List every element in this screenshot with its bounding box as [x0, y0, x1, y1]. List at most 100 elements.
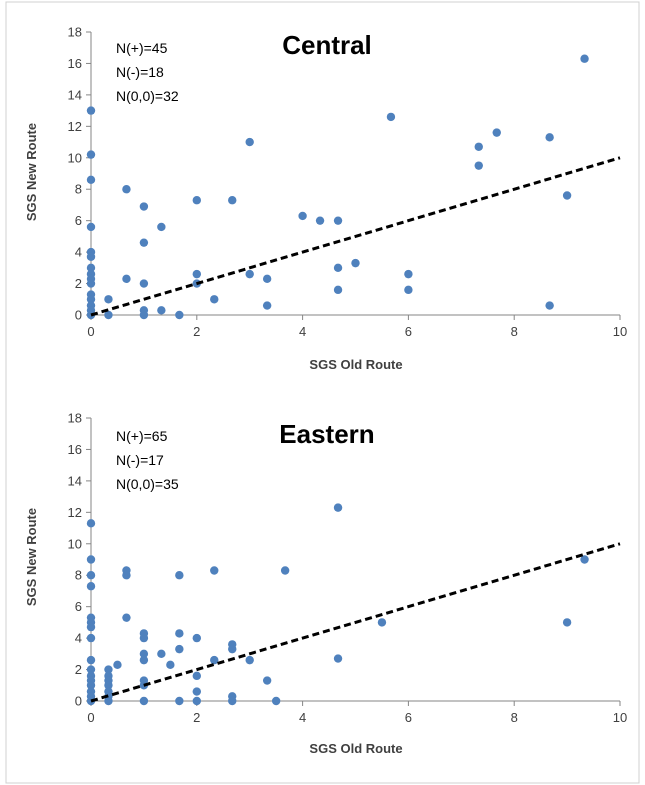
eastern-x-tick-label: 6	[405, 710, 412, 725]
central-data-point	[157, 306, 166, 315]
eastern-y-tick-label: 6	[75, 599, 82, 614]
central-data-point	[333, 216, 343, 225]
eastern-data-point	[157, 649, 166, 659]
central-y-tick-label: 14	[68, 87, 82, 102]
central-data-point	[474, 142, 483, 151]
eastern-data-point	[139, 696, 149, 706]
eastern-data-point	[86, 665, 96, 674]
central-x-tick-label: 2	[193, 324, 200, 339]
central-data-point	[580, 54, 589, 63]
eastern-data-point	[175, 696, 184, 706]
eastern-data-point	[175, 644, 184, 654]
central-data-point	[192, 196, 201, 205]
central-x-tick-label: 4	[299, 324, 306, 339]
central-annotation-negative: N(-)=18	[116, 64, 164, 80]
central-data-point	[157, 222, 166, 232]
eastern-y-tick-label: 18	[68, 411, 82, 426]
central-x-axis-title: SGS Old Route	[309, 357, 402, 372]
eastern-data-point	[210, 566, 219, 575]
central-data-point	[545, 133, 554, 142]
central-data-point	[139, 279, 149, 288]
central-data-point	[86, 252, 96, 262]
eastern-data-point	[580, 555, 589, 564]
eastern-data-point	[86, 519, 96, 528]
eastern-y-tick-label: 0	[75, 694, 82, 709]
central-panel: 0 2 4 6 8 10 12 14 16 18 0 2 4 6 8 10 N(+)=45 N(-)=18 N…	[24, 25, 627, 373]
central-data-point	[545, 301, 554, 310]
central-data-point	[139, 238, 149, 247]
central-x-tick-label: 8	[511, 324, 518, 339]
central-y-tick-label: 0	[75, 308, 82, 323]
eastern-data-point	[228, 644, 237, 654]
eastern-data-point	[104, 665, 113, 674]
eastern-data-point	[122, 613, 131, 622]
central-data-point	[86, 222, 96, 232]
eastern-x-axis-title: SGS Old Route	[309, 741, 402, 756]
eastern-data-point	[139, 655, 149, 665]
eastern-y-tick-label: 8	[75, 568, 82, 583]
eastern-data-point	[86, 571, 96, 580]
eastern-data-point	[192, 633, 201, 643]
central-data-point	[404, 285, 413, 295]
eastern-data-point	[192, 696, 201, 706]
eastern-data-point	[104, 696, 113, 706]
eastern-y-tick-label: 4	[75, 631, 82, 646]
central-y-tick-label: 8	[75, 182, 82, 197]
central-data-point	[86, 295, 96, 304]
eastern-annotation-zero: N(0,0)=35	[116, 476, 179, 492]
central-data-point	[175, 310, 184, 320]
eastern-data-point	[262, 676, 272, 685]
eastern-data-point	[192, 671, 201, 681]
central-data-point	[139, 310, 149, 320]
central-annotation-positive: N(+)=45	[116, 40, 168, 56]
eastern-title: Eastern	[279, 419, 374, 449]
eastern-x-tick-label: 4	[299, 710, 306, 725]
central-data-point	[122, 274, 131, 284]
eastern-x-tick-label: 10	[613, 710, 627, 725]
eastern-data-point	[122, 571, 131, 580]
central-data-point	[210, 295, 219, 304]
eastern-y-tick-label: 12	[68, 505, 82, 520]
eastern-data-point	[333, 654, 343, 663]
central-data-point	[245, 137, 254, 147]
central-x-tick-label: 10	[613, 324, 627, 339]
central-data-point	[86, 175, 96, 184]
eastern-annotation-negative: N(-)=17	[116, 452, 164, 468]
eastern-data-point	[104, 681, 113, 690]
central-data-point	[86, 263, 96, 273]
central-y-tick-label: 12	[68, 119, 82, 134]
eastern-y-tick-label: 16	[68, 442, 82, 457]
central-annotations: N(+)=45 N(-)=18 N(0,0)=32	[116, 40, 179, 104]
eastern-data-point	[562, 618, 572, 627]
eastern-data-point	[210, 655, 219, 665]
central-data-point	[192, 269, 201, 279]
eastern-data-point	[228, 696, 237, 706]
central-y-tick-label: 10	[68, 150, 82, 165]
eastern-data-point	[113, 660, 122, 670]
eastern-data-point	[86, 633, 96, 643]
central-y-tick-label: 18	[68, 25, 82, 40]
central-data-point	[474, 161, 483, 170]
central-data-point	[298, 211, 307, 221]
eastern-data-point	[245, 655, 254, 665]
central-data-point	[333, 285, 343, 295]
eastern-y-tick-label: 10	[68, 536, 82, 551]
eastern-data-point	[139, 633, 149, 643]
central-data-point	[86, 106, 96, 115]
central-data-point	[86, 279, 96, 288]
central-data-point	[104, 295, 113, 304]
central-reference-line	[90, 156, 621, 317]
eastern-x-tick-label: 2	[193, 710, 200, 725]
central-data-point	[315, 216, 325, 225]
central-data-point	[333, 263, 343, 273]
eastern-x-tick-label: 8	[511, 710, 518, 725]
central-data-point	[262, 274, 272, 284]
central-data-point	[139, 202, 149, 211]
eastern-y-tick-label: 14	[68, 473, 82, 488]
eastern-data-point	[86, 655, 96, 665]
eastern-data-point	[86, 622, 96, 632]
eastern-y-axis-title: SGS New Route	[24, 508, 39, 606]
central-y-tick-label: 4	[75, 245, 82, 260]
eastern-data-point	[271, 696, 281, 706]
